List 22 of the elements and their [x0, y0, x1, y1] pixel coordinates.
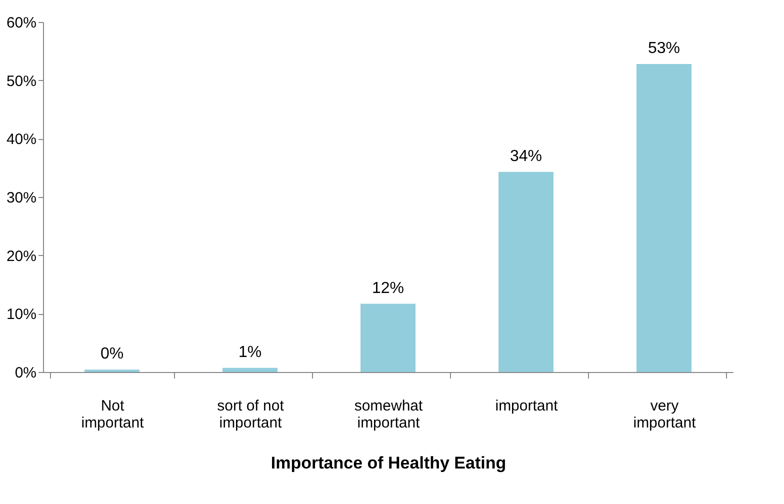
y-tick-label: 10%: [6, 306, 36, 324]
x-axis-title: Importance of Healthy Eating: [270, 454, 506, 472]
bar: [498, 172, 554, 372]
x-tick-label: sort of not important: [217, 398, 285, 432]
x-tick-label: Not important: [81, 398, 145, 432]
bar: [360, 304, 416, 372]
y-tick-label: 50%: [6, 72, 36, 90]
y-tick-label: 30%: [6, 190, 36, 206]
bar: [222, 368, 278, 372]
bar: [636, 64, 692, 372]
data-label: 53%: [648, 40, 680, 57]
x-tick-label: important: [495, 398, 559, 414]
data-label: 12%: [372, 280, 404, 297]
y-tick-label: 60%: [6, 14, 36, 32]
x-tick-label: very important: [633, 398, 697, 432]
data-label: 0%: [100, 346, 124, 363]
y-tick-label: 0%: [14, 364, 36, 382]
y-tick-label: 40%: [6, 131, 36, 148]
data-label: 1%: [238, 344, 262, 361]
data-label: 34%: [510, 148, 542, 165]
y-tick-label: 20%: [6, 248, 36, 265]
x-tick-label: somewhat important: [354, 398, 424, 432]
